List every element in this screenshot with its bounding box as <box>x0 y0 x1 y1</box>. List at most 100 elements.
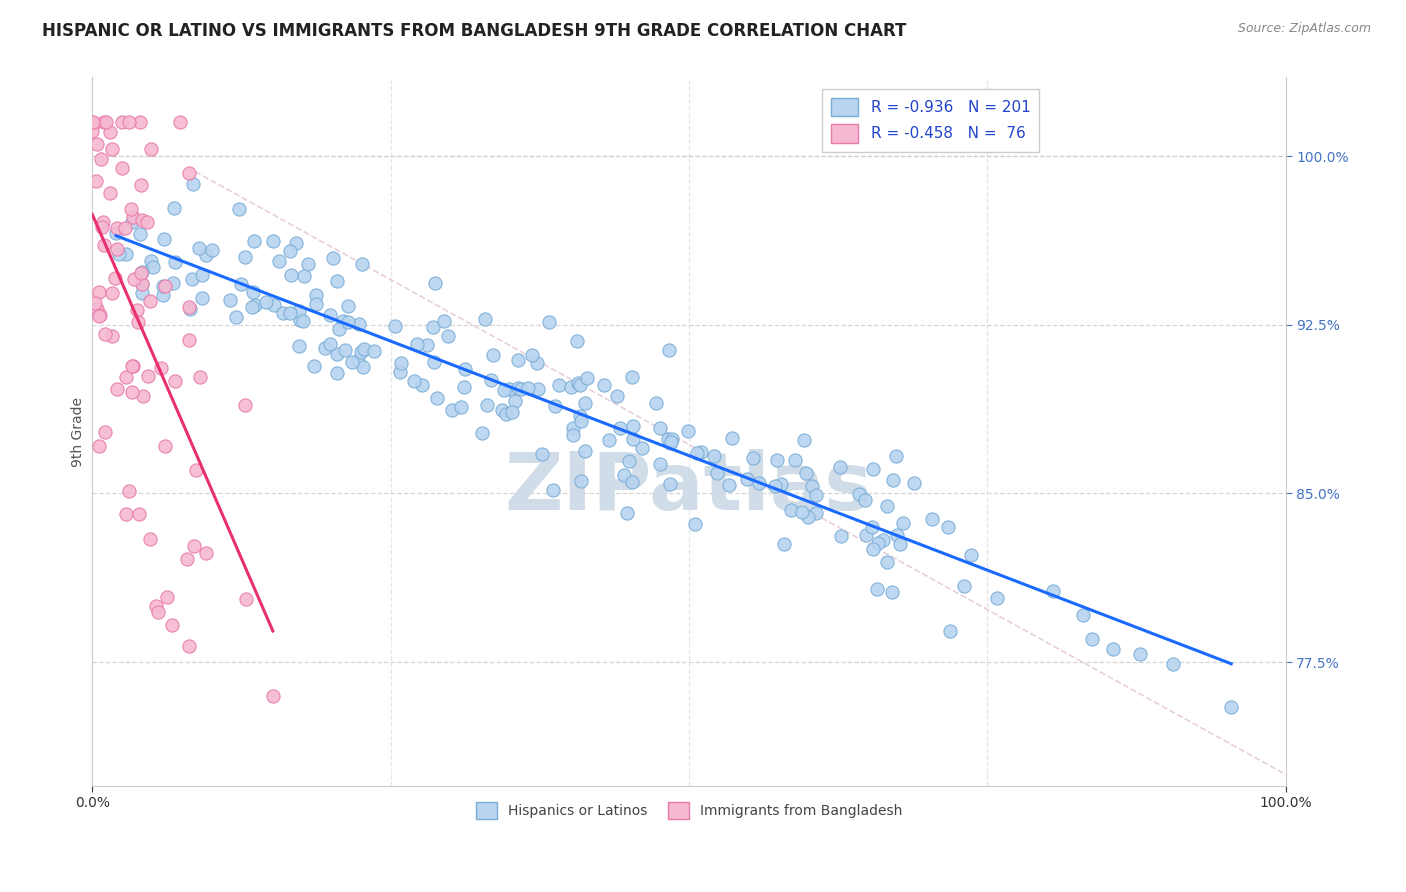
Point <box>683 516 706 531</box>
Point <box>94 115 117 129</box>
Point <box>804 488 827 502</box>
Point <box>94 327 117 342</box>
Point <box>658 343 681 357</box>
Point <box>703 449 725 463</box>
Point <box>263 298 285 312</box>
Point <box>797 509 820 524</box>
Point <box>853 492 876 507</box>
Point <box>138 293 160 308</box>
Point <box>855 528 877 542</box>
Point <box>128 507 150 521</box>
Point <box>131 277 153 292</box>
Point <box>609 421 631 435</box>
Point <box>155 439 177 453</box>
Point <box>347 353 370 368</box>
Point <box>474 312 496 326</box>
Point <box>388 365 411 379</box>
Point <box>135 215 157 229</box>
Point <box>271 306 294 320</box>
Point <box>131 212 153 227</box>
Point <box>288 339 311 353</box>
Point <box>150 361 173 376</box>
Point <box>960 548 983 562</box>
Point <box>195 248 218 262</box>
Point <box>498 382 520 396</box>
Point <box>121 359 143 373</box>
Point <box>422 320 444 334</box>
Point <box>98 186 121 201</box>
Point <box>225 310 247 324</box>
Point <box>1161 657 1184 672</box>
Point <box>183 539 205 553</box>
Point <box>84 174 107 188</box>
Point <box>645 396 668 410</box>
Point <box>101 285 124 300</box>
Point <box>830 529 852 543</box>
Point <box>114 221 136 235</box>
Point <box>661 432 683 446</box>
Point <box>526 356 548 370</box>
Point <box>332 314 354 328</box>
Point <box>115 508 138 522</box>
Point <box>141 143 163 157</box>
Point <box>453 379 475 393</box>
Point <box>569 414 592 428</box>
Point <box>340 355 363 369</box>
Point <box>495 407 517 421</box>
Point <box>165 375 187 389</box>
Point <box>262 235 284 249</box>
Point <box>326 347 349 361</box>
Point <box>233 398 256 412</box>
Point <box>254 295 277 310</box>
Point <box>621 418 644 433</box>
Point <box>718 477 741 491</box>
Point <box>479 373 502 387</box>
Point <box>527 382 550 396</box>
Point <box>352 256 374 270</box>
Point <box>862 541 884 556</box>
Point <box>735 472 758 486</box>
Point <box>450 401 472 415</box>
Point <box>138 532 160 546</box>
Point <box>891 516 914 530</box>
Point <box>657 432 679 446</box>
Point <box>560 380 582 394</box>
Point <box>98 125 121 139</box>
Point <box>191 291 214 305</box>
Point <box>543 483 565 497</box>
Point <box>598 433 620 447</box>
Point <box>531 447 554 461</box>
Point <box>122 210 145 224</box>
Point <box>287 304 309 318</box>
Point <box>882 473 904 487</box>
Point <box>100 142 122 156</box>
Point <box>191 268 214 282</box>
Point <box>621 370 644 384</box>
Point <box>152 288 174 302</box>
Point <box>188 370 211 384</box>
Point <box>953 579 976 593</box>
Point <box>83 116 105 130</box>
Point <box>284 235 307 250</box>
Point <box>245 298 267 312</box>
Point <box>142 260 165 274</box>
Point <box>389 356 412 370</box>
Point <box>520 348 543 362</box>
Point <box>350 345 373 359</box>
Point <box>87 309 110 323</box>
Point <box>132 389 155 403</box>
Point <box>889 536 911 550</box>
Point <box>423 277 446 291</box>
Point <box>678 424 700 438</box>
Point <box>101 329 124 343</box>
Point <box>87 285 110 299</box>
Point <box>115 246 138 260</box>
Point <box>384 318 406 333</box>
Point <box>138 368 160 383</box>
Point <box>122 359 145 374</box>
Point <box>122 272 145 286</box>
Point <box>155 278 177 293</box>
Point <box>337 315 360 329</box>
Point <box>240 300 263 314</box>
Point <box>792 506 814 520</box>
